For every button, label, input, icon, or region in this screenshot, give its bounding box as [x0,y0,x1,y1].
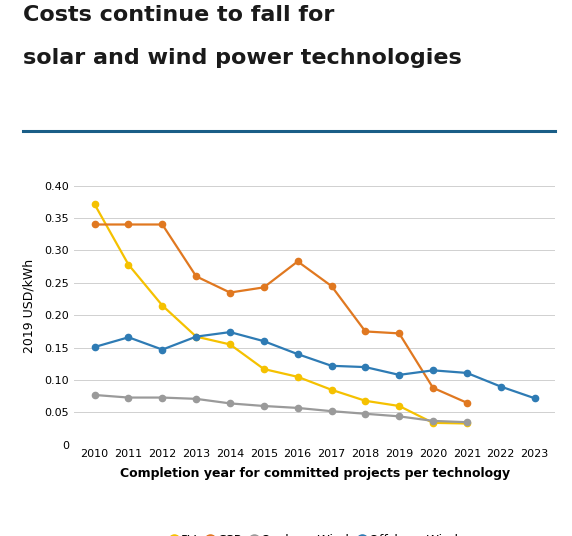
Offshore Wind [227,329,233,336]
Offshore Wind [531,395,538,401]
Onshore Wind [227,400,233,407]
CSP [125,221,132,228]
CSP [396,330,403,337]
Onshore Wind [463,419,470,426]
Offshore Wind [125,334,132,340]
PV [430,420,436,426]
Onshore Wind [396,413,403,420]
CSP [362,328,369,334]
Line: Onshore Wind: Onshore Wind [92,392,470,426]
PV [260,366,267,373]
Onshore Wind [328,408,335,414]
Text: solar and wind power technologies: solar and wind power technologies [23,48,462,68]
Legend: PV, CSP, Onshore Wind, Offshore Wind: PV, CSP, Onshore Wind, Offshore Wind [166,529,463,536]
Offshore Wind [430,367,436,374]
Onshore Wind [159,394,166,401]
Line: CSP: CSP [92,221,470,406]
CSP [227,289,233,296]
PV [159,302,166,309]
Onshore Wind [430,418,436,424]
Text: Costs continue to fall for: Costs continue to fall for [23,5,334,25]
Offshore Wind [497,383,504,390]
Offshore Wind [294,351,301,358]
PV [463,420,470,427]
Onshore Wind [91,392,98,398]
PV [328,386,335,393]
PV [227,341,233,348]
X-axis label: Completion year for committed projects per technology: Completion year for committed projects p… [120,467,510,480]
CSP [430,385,436,391]
Onshore Wind [362,411,369,417]
PV [125,262,132,268]
CSP [328,283,335,289]
Onshore Wind [193,396,200,402]
Offshore Wind [463,370,470,376]
CSP [260,284,267,291]
Offshore Wind [396,371,403,378]
Onshore Wind [294,405,301,411]
Line: PV: PV [92,202,470,427]
PV [362,398,369,404]
CSP [463,399,470,406]
CSP [294,258,301,265]
Offshore Wind [362,364,369,370]
Offshore Wind [260,338,267,345]
PV [294,374,301,380]
PV [193,333,200,340]
Onshore Wind [125,394,132,401]
Onshore Wind [260,403,267,409]
PV [91,201,98,207]
Offshore Wind [159,346,166,353]
CSP [91,221,98,228]
Offshore Wind [91,344,98,350]
Offshore Wind [328,362,335,369]
Y-axis label: 2019 USD/kWh: 2019 USD/kWh [23,258,35,353]
CSP [159,221,166,228]
Line: Offshore Wind: Offshore Wind [92,329,538,401]
CSP [193,273,200,280]
Offshore Wind [193,333,200,340]
PV [396,403,403,409]
